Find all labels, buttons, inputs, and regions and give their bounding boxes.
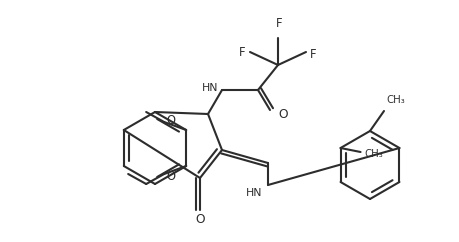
Text: F: F [309, 47, 316, 60]
Text: HN: HN [201, 83, 218, 93]
Text: O: O [195, 213, 204, 227]
Text: F: F [275, 17, 282, 30]
Text: O: O [166, 169, 175, 182]
Text: CH₃: CH₃ [385, 95, 404, 105]
Text: HN: HN [245, 188, 262, 198]
Text: F: F [239, 45, 246, 59]
Text: CH₃: CH₃ [364, 149, 382, 159]
Text: O: O [166, 113, 175, 127]
Text: O: O [277, 107, 287, 121]
